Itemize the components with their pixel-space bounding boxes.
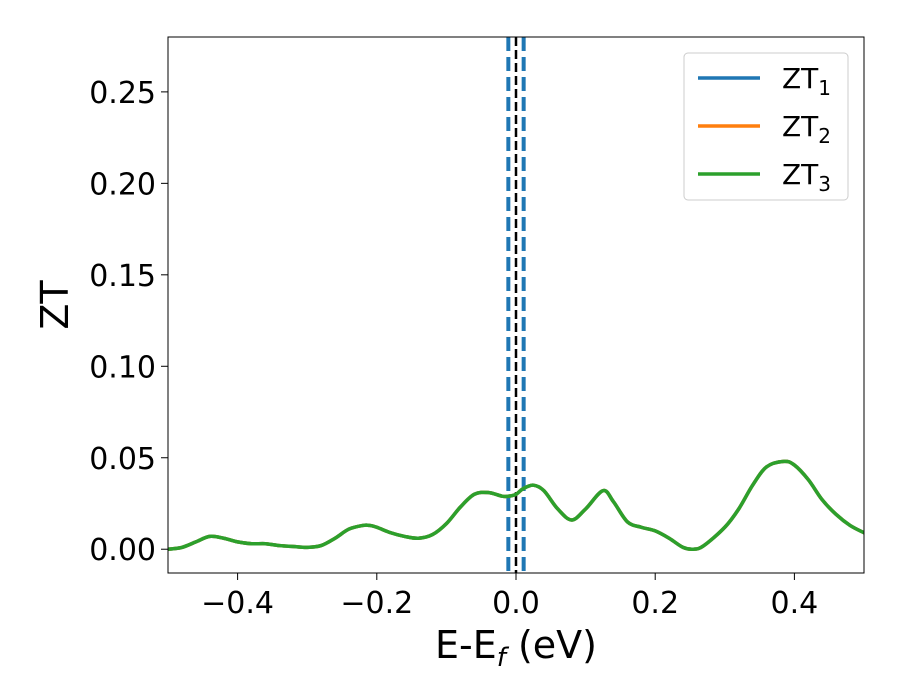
x-axis-title: E-Ef (eV) xyxy=(435,623,597,673)
y-tick-label: 0.05 xyxy=(89,442,156,477)
x-tick-label: −0.4 xyxy=(201,586,274,621)
series-line-3 xyxy=(168,459,864,552)
legend-box xyxy=(683,52,849,201)
y-tick-label: 0.10 xyxy=(89,350,156,385)
y-axis-ticks: 0.00 0.05 0.10 0.15 0.20 0.25 xyxy=(89,76,168,568)
series-lines xyxy=(168,459,864,552)
legend-label-2: ZT2 xyxy=(782,110,831,148)
x-axis-ticks: −0.4 −0.2 0.0 0.2 0.4 xyxy=(201,573,818,621)
vertical-markers xyxy=(506,37,526,573)
y-tick-label: 0.15 xyxy=(89,259,156,294)
y-tick-label: 0.20 xyxy=(89,167,156,202)
legend: ZT1 ZT2 ZT3 xyxy=(683,52,849,201)
legend-label-1: ZT1 xyxy=(782,62,831,100)
x-tick-label: 0.4 xyxy=(771,586,819,621)
x-tick-label: −0.2 xyxy=(340,586,413,621)
y-axis-title: ZT xyxy=(33,280,77,330)
x-tick-label: 0.2 xyxy=(631,586,679,621)
legend-label-3: ZT3 xyxy=(782,158,831,196)
y-tick-label: 0.00 xyxy=(89,533,156,568)
x-tick-label: 0.0 xyxy=(492,586,540,621)
y-tick-label: 0.25 xyxy=(89,76,156,111)
